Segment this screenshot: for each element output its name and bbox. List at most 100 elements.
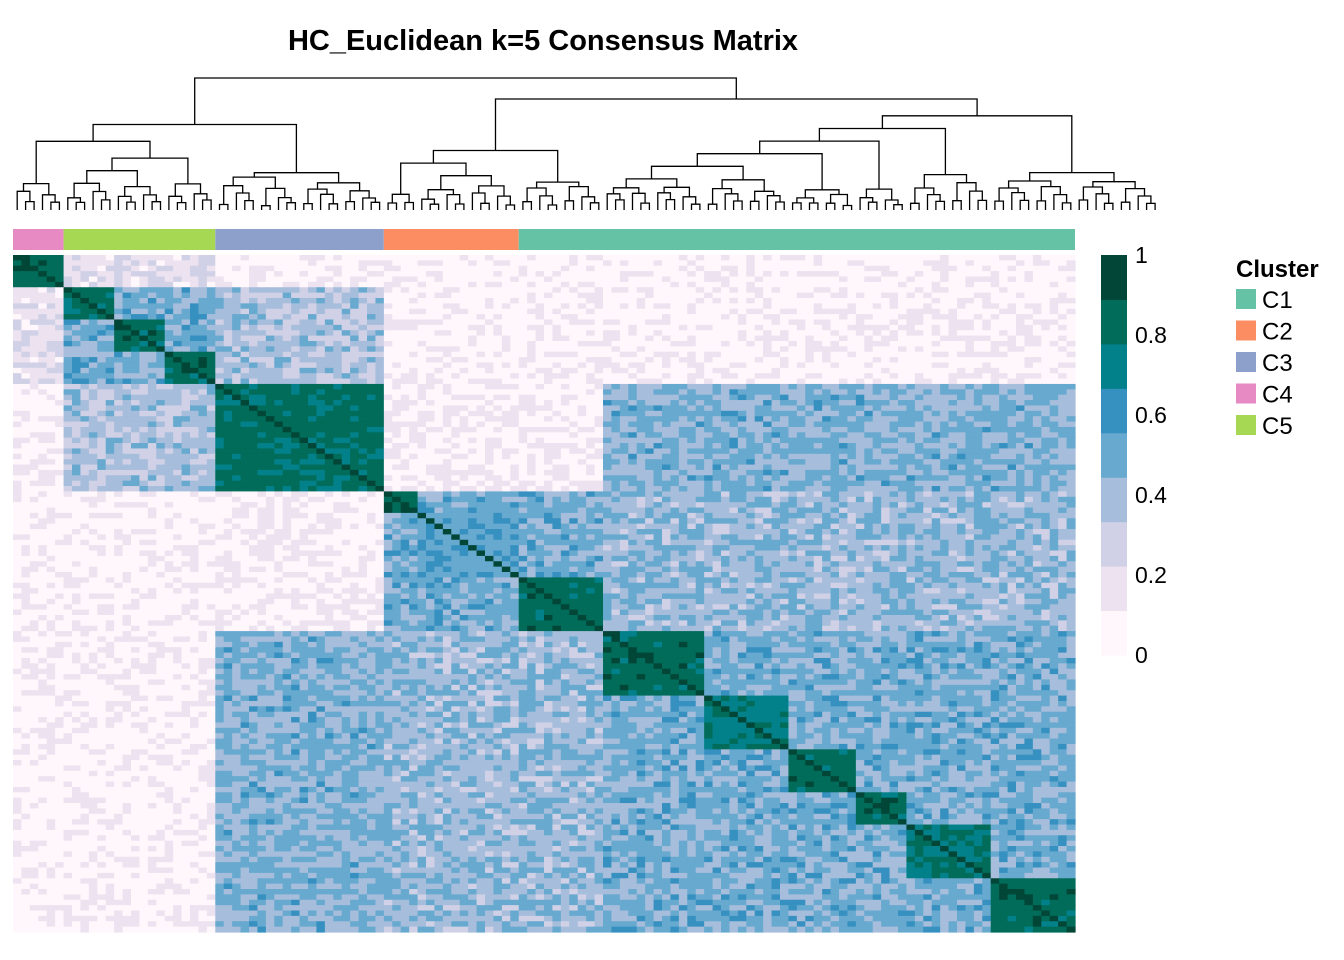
heatmap-cell xyxy=(21,367,31,374)
heatmap-cell xyxy=(13,351,23,358)
heatmap-cell xyxy=(442,437,452,444)
heatmap-cell xyxy=(923,281,933,288)
heatmap-cell xyxy=(282,351,292,358)
heatmap-cell xyxy=(653,373,663,380)
heatmap-cell xyxy=(493,308,503,315)
heatmap-cell xyxy=(181,330,191,337)
heatmap-cell xyxy=(63,330,73,337)
heatmap-cell xyxy=(265,330,275,337)
heatmap-cell xyxy=(687,410,697,417)
heatmap-cell xyxy=(1032,394,1042,401)
heatmap-cell xyxy=(999,437,1009,444)
heatmap-cell xyxy=(173,324,183,331)
heatmap-cell xyxy=(611,287,621,294)
heatmap-cell xyxy=(518,459,528,466)
heatmap-cell xyxy=(603,319,613,326)
heatmap-cell xyxy=(21,314,31,321)
heatmap-cell xyxy=(451,394,461,401)
heatmap-cell xyxy=(341,378,351,385)
heatmap-cell xyxy=(948,437,958,444)
heatmap-cell xyxy=(198,330,208,337)
heatmap-cell xyxy=(805,276,815,283)
heatmap-cell xyxy=(771,432,781,439)
heatmap-cell xyxy=(114,308,124,315)
heatmap-cell xyxy=(662,265,672,272)
heatmap-cell xyxy=(257,319,267,326)
heatmap-cell xyxy=(805,281,815,288)
heatmap-cell xyxy=(240,416,250,423)
heatmap-cell xyxy=(72,405,82,412)
heatmap-cell xyxy=(914,437,924,444)
heatmap-cell xyxy=(1066,281,1076,288)
heatmap-cell xyxy=(999,362,1009,369)
heatmap-cell xyxy=(535,421,545,428)
heatmap-cell xyxy=(13,443,23,450)
heatmap-cell xyxy=(645,432,655,439)
heatmap-cell xyxy=(1032,255,1042,261)
heatmap-cell xyxy=(653,448,663,455)
heatmap-cell xyxy=(796,416,806,423)
heatmap-cell xyxy=(1041,448,1051,455)
heatmap-cell xyxy=(501,351,511,358)
heatmap-cell xyxy=(653,410,663,417)
heatmap-cell xyxy=(29,405,39,412)
heatmap-cell xyxy=(114,367,124,374)
heatmap-cell xyxy=(510,394,520,401)
heatmap-cell xyxy=(257,340,267,347)
heatmap-cell xyxy=(822,453,832,460)
heatmap-cell xyxy=(872,378,882,385)
heatmap-cell xyxy=(822,276,832,283)
heatmap-cell xyxy=(923,421,933,428)
heatmap-cell xyxy=(898,265,908,272)
heatmap-cell xyxy=(468,260,478,267)
heatmap-cell xyxy=(63,303,73,310)
heatmap-cell xyxy=(619,400,629,407)
heatmap-cell xyxy=(173,330,183,337)
heatmap-cell xyxy=(240,405,250,412)
heatmap-cell xyxy=(63,389,73,396)
heatmap-cell xyxy=(55,265,65,272)
heatmap-cell xyxy=(63,410,73,417)
heatmap-cell xyxy=(308,271,318,278)
heatmap-cell xyxy=(906,276,916,283)
heatmap-cell xyxy=(982,297,992,304)
heatmap-cell xyxy=(131,410,141,417)
heatmap-cell xyxy=(417,453,427,460)
heatmap-cell xyxy=(38,297,48,304)
heatmap-cell xyxy=(375,314,385,321)
heatmap-cell xyxy=(358,426,368,433)
heatmap-cell xyxy=(940,367,950,374)
heatmap-cell xyxy=(973,394,983,401)
heatmap-cell xyxy=(375,432,385,439)
heatmap-cell xyxy=(670,432,680,439)
heatmap-cell xyxy=(215,389,225,396)
heatmap-cell xyxy=(603,383,613,390)
heatmap-cell xyxy=(881,383,891,390)
heatmap-cell xyxy=(763,281,773,288)
heatmap-cell xyxy=(451,416,461,423)
heatmap-cell xyxy=(139,271,149,278)
heatmap-cell xyxy=(864,324,874,331)
heatmap-cell xyxy=(906,394,916,401)
heatmap-cell xyxy=(249,432,259,439)
heatmap-cell xyxy=(645,287,655,294)
heatmap-cell xyxy=(687,426,697,433)
heatmap-cell xyxy=(215,260,225,267)
heatmap-cell xyxy=(13,405,23,412)
heatmap-cell xyxy=(46,453,56,460)
heatmap-cell xyxy=(38,260,48,267)
heatmap-cell xyxy=(864,410,874,417)
heatmap-cell xyxy=(88,389,98,396)
heatmap-cell xyxy=(156,324,166,331)
heatmap-cell xyxy=(544,394,554,401)
heatmap-cell xyxy=(687,330,697,337)
heatmap-cell xyxy=(409,319,419,326)
heatmap-cell xyxy=(678,271,688,278)
heatmap-cell xyxy=(729,303,739,310)
heatmap-cell xyxy=(46,271,56,278)
heatmap-cell xyxy=(316,367,326,374)
heatmap-cell xyxy=(822,362,832,369)
heatmap-cell xyxy=(223,362,233,369)
heatmap-cell xyxy=(105,287,115,294)
heatmap-cell xyxy=(223,437,233,444)
